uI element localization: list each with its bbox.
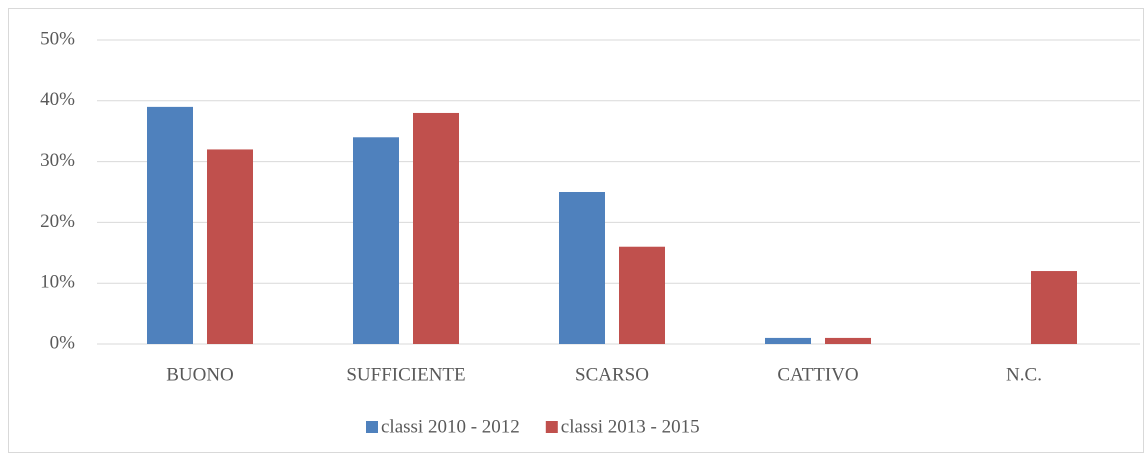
bar xyxy=(207,149,253,344)
bar xyxy=(825,337,871,344)
bar xyxy=(559,192,605,344)
y-tick-label: 0% xyxy=(50,332,76,353)
bar xyxy=(147,106,193,344)
bar xyxy=(765,337,811,344)
legend-label: classi 2010 - 2012 xyxy=(381,416,520,437)
bar xyxy=(619,246,665,344)
bar xyxy=(353,137,399,344)
legend-label: classi 2013 - 2015 xyxy=(561,416,700,437)
y-tick-label: 10% xyxy=(40,272,75,293)
y-tick-label: 40% xyxy=(40,89,75,110)
x-tick-label: N.C. xyxy=(1006,364,1042,385)
x-tick-label: SCARSO xyxy=(575,364,649,385)
chart-border xyxy=(8,8,1144,453)
legend-swatch xyxy=(545,421,558,433)
y-tick-label: 30% xyxy=(40,150,75,171)
x-tick-label: BUONO xyxy=(166,364,234,385)
y-tick-label: 50% xyxy=(40,28,75,49)
legend-swatch xyxy=(366,421,378,433)
x-tick-label: CATTIVO xyxy=(777,364,858,385)
y-tick-label: 20% xyxy=(40,211,75,232)
bar xyxy=(1031,271,1077,344)
bar xyxy=(413,112,459,345)
x-tick-label: SUFFICIENTE xyxy=(346,364,465,385)
